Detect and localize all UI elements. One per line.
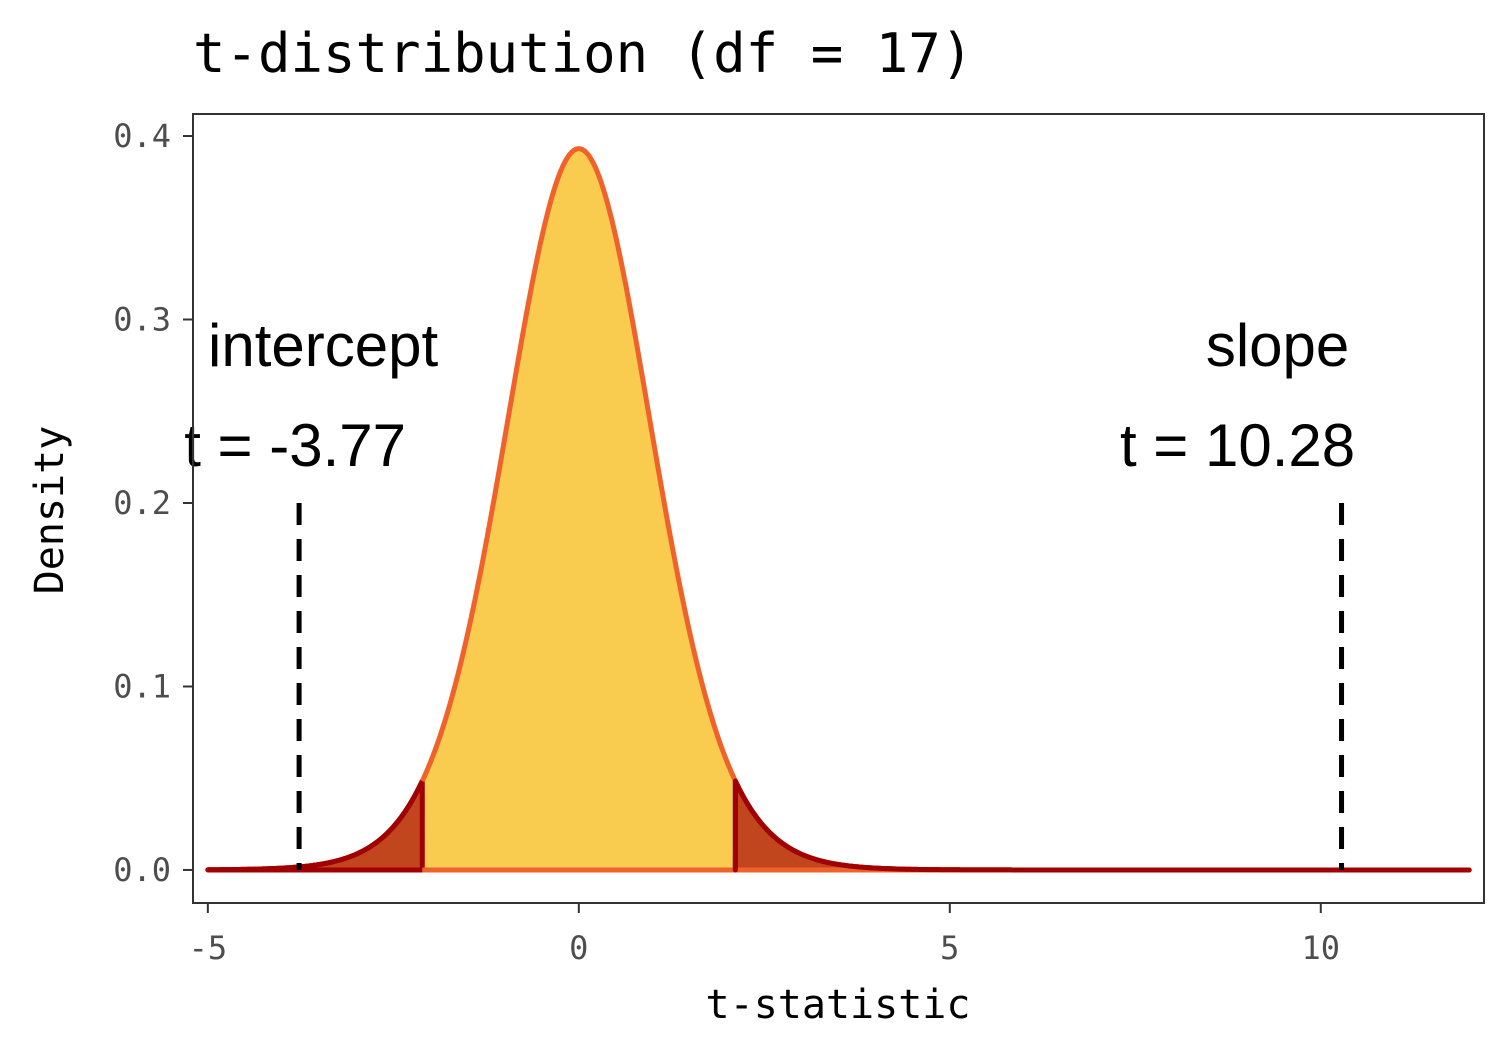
y-axis-title: Density (27, 426, 73, 595)
y-tick-label: 0.1 (113, 667, 171, 705)
chart-title: t-distribution (df = 17) (193, 22, 973, 85)
y-tick-label: 0.2 (113, 484, 171, 522)
x-axis: -5 0 5 10 (189, 903, 1340, 967)
intercept-value-label: t = -3.77 (184, 412, 406, 479)
slope-value-label: t = 10.28 (1120, 412, 1355, 479)
x-tick-label: 0 (569, 929, 588, 967)
x-tick-label: 5 (940, 929, 959, 967)
slope-label: slope (1206, 312, 1349, 379)
intercept-label: intercept (208, 312, 438, 379)
right-tail-curve (732, 778, 1472, 873)
x-tick-label: 10 (1302, 929, 1341, 967)
plot-panel: intercept t = -3.77 slope t = 10.28 (184, 113, 1485, 904)
panel-border (192, 113, 1485, 904)
y-tick-label: 0.4 (113, 117, 171, 155)
y-tick-label: 0.3 (113, 301, 171, 339)
x-axis-title: t-statistic (706, 982, 971, 1028)
y-axis: 0.0 0.1 0.2 0.3 0.4 (113, 117, 193, 889)
y-tick-label: 0.0 (113, 851, 171, 889)
x-tick-label: -5 (189, 929, 228, 967)
density-body-area (207, 148, 1470, 870)
